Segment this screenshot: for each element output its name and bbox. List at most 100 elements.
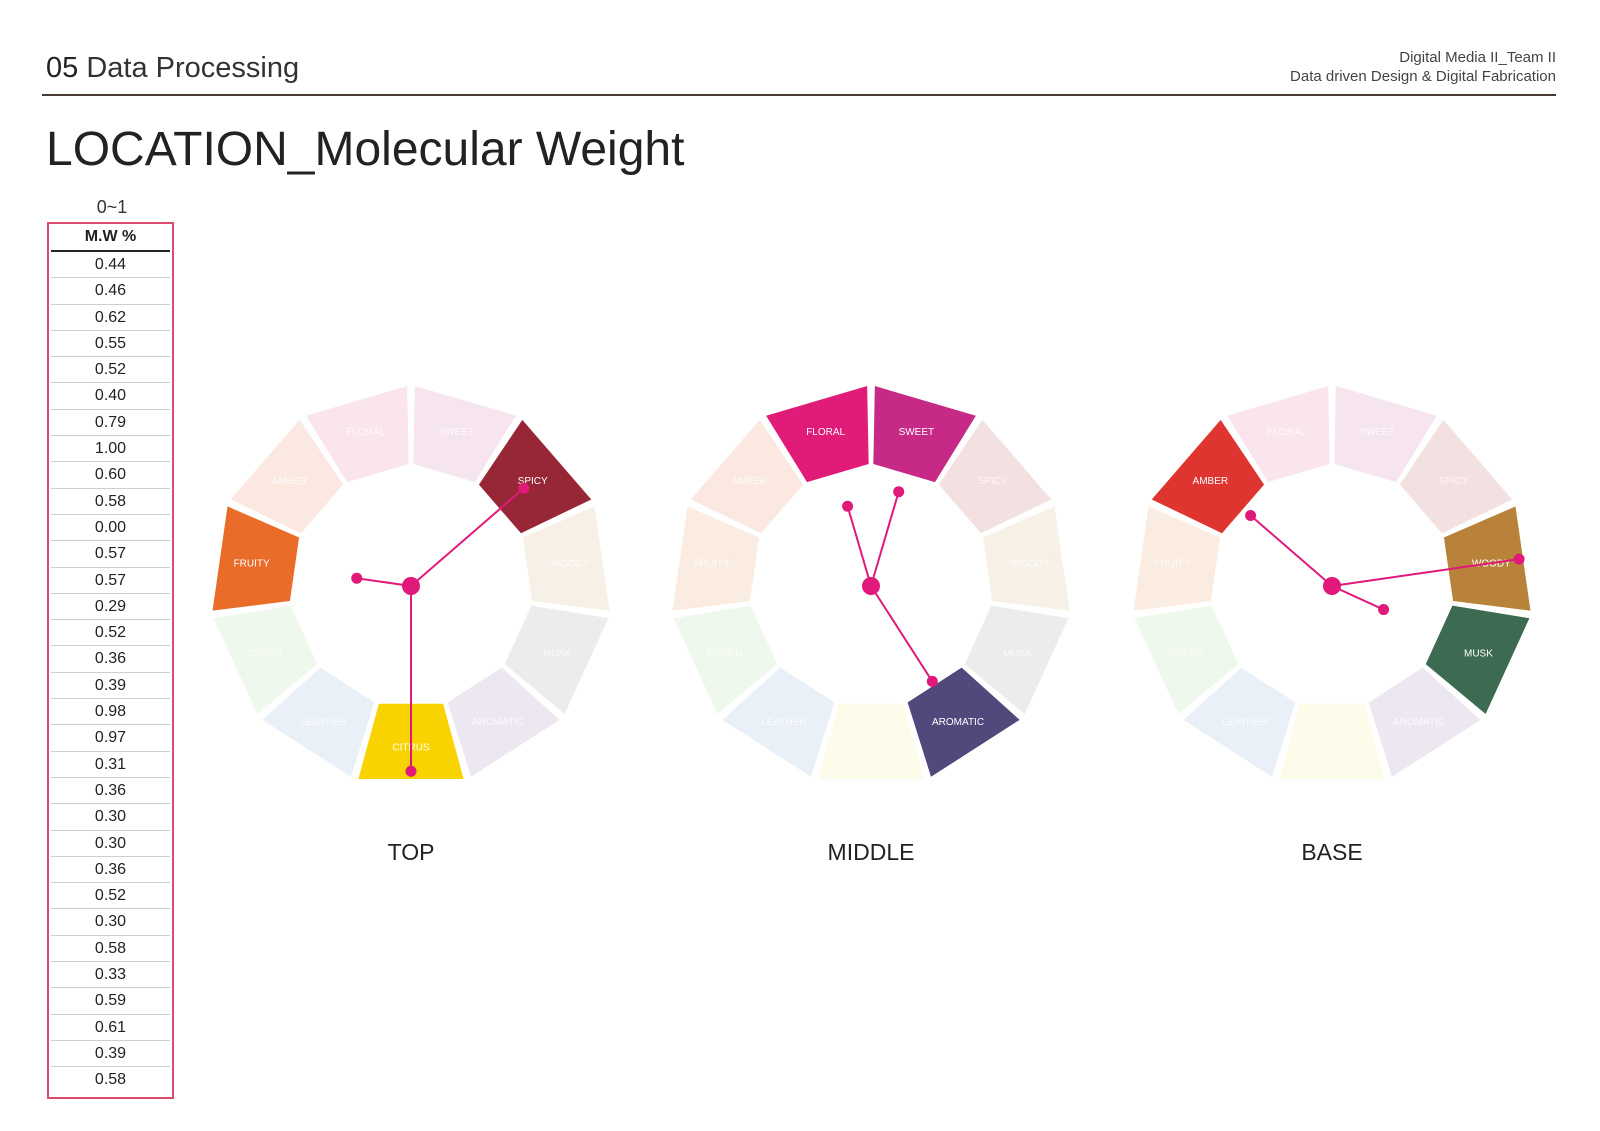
- spoke-woody: [1331, 558, 1520, 587]
- segment-label-woody: WOODY: [1011, 559, 1050, 570]
- table-row: 0.79: [51, 410, 170, 437]
- range-label: 0~1: [96, 197, 128, 217]
- page-title: LOCATION_Molecular Weight: [46, 123, 685, 176]
- spoke-spicy: [410, 487, 525, 587]
- table-row: 0.60: [51, 462, 170, 489]
- segment-label-woody: WOODY: [551, 559, 590, 570]
- segment-green: [673, 605, 778, 715]
- segment-woody: [982, 506, 1070, 611]
- segment-green: [213, 605, 318, 715]
- table-row: 0.57: [51, 541, 170, 568]
- segment-label-floral: FLORAL: [346, 427, 385, 438]
- spoke-fruity: [356, 577, 412, 587]
- section-number: 05: [46, 52, 79, 84]
- segment-fruity: [212, 506, 300, 611]
- segment-fruity: [672, 506, 760, 611]
- segment-label-leather: LEATHER: [301, 717, 346, 728]
- segment-musk: [504, 605, 609, 715]
- table-row: 0.33: [51, 962, 170, 989]
- segment-label-sweet: SWEET: [439, 427, 475, 438]
- segment-amber: [230, 419, 344, 534]
- segment-label-aromatic: AROMATIC: [1393, 717, 1445, 728]
- team-line-2: Data driven Design & Digital Fabrication: [1290, 68, 1556, 85]
- segment-amber: [1151, 419, 1265, 534]
- table-row: 0.97: [51, 725, 170, 752]
- segment-spicy: [1399, 419, 1513, 534]
- segment-label-citrus: CITRUS: [852, 743, 890, 754]
- segment-label-floral: FLORAL: [1267, 427, 1306, 438]
- segment-label-fruity: FRUITY: [1155, 559, 1191, 570]
- segment-sweet: [413, 386, 516, 483]
- wheel-label: BASE: [1301, 839, 1362, 865]
- team-line-1: Digital Media II_Team II: [1399, 49, 1556, 66]
- section-name: Data Processing: [86, 52, 300, 84]
- segment-label-green: GREEN: [707, 648, 743, 659]
- center-dot: [1323, 577, 1341, 595]
- segment-fruity: [1133, 506, 1221, 611]
- segment-leather: [262, 667, 375, 777]
- table-row: 0.52: [51, 620, 170, 647]
- section-title: 05 Data Processing: [46, 52, 299, 85]
- segment-label-green: GREEN: [247, 648, 283, 659]
- segment-label-floral: FLORAL: [806, 427, 845, 438]
- table-row: 0.30: [51, 831, 170, 857]
- table-row: 0.36: [51, 778, 170, 805]
- segment-label-fruity: FRUITY: [694, 559, 730, 570]
- spoke-dot-citrus: [405, 765, 417, 777]
- table-row: 0.52: [51, 357, 170, 384]
- segment-leather: [1183, 667, 1296, 777]
- segment-label-spicy: SPICY: [1439, 476, 1469, 487]
- segment-label-sweet: SWEET: [1360, 427, 1396, 438]
- segment-label-woody: WOODY: [1472, 559, 1511, 570]
- wheel-base: FLORAL SWEET SPICY WOODY MUSK AROMATIC CITRUS L…: [1133, 386, 1531, 865]
- segment-spicy: [478, 419, 592, 534]
- table-header: M.W %: [51, 224, 170, 252]
- segment-label-citrus: CITRUS: [1313, 743, 1351, 754]
- spoke-aromatic: [870, 585, 934, 682]
- segment-green: [1134, 605, 1239, 715]
- segment-musk: [964, 605, 1069, 715]
- segment-citrus: [1279, 703, 1385, 779]
- segment-label-leather: LEATHER: [1222, 717, 1267, 728]
- table-row: 0.00: [51, 515, 170, 542]
- segment-aromatic: [447, 667, 560, 777]
- spoke-dot-aromatic: [926, 675, 938, 687]
- segment-label-spicy: SPICY: [518, 476, 548, 487]
- table-row: 0.46: [51, 278, 170, 305]
- segment-label-aromatic: AROMATIC: [472, 717, 524, 728]
- segment-label-fruity: FRUITY: [234, 559, 270, 570]
- spoke-dot-fruity: [351, 572, 363, 584]
- segment-aromatic: [1368, 667, 1481, 777]
- molecular-weight-table: M.W % 0.44 0.46 0.62 0.55 0.52 0.40 0.79 1.00 0.…: [47, 222, 174, 1099]
- spoke-dot-woody: [1513, 553, 1525, 565]
- segment-label-musk: MUSK: [1003, 648, 1032, 659]
- table-row: 0.39: [51, 673, 170, 700]
- center-dot: [862, 577, 880, 595]
- wheel-top: FLORALSWEETSPICYWOODYMUSKAROMATICCITRUSL…: [212, 386, 610, 865]
- segment-label-musk: MUSK: [543, 648, 572, 659]
- table-row: 0.30: [51, 804, 170, 831]
- segment-citrus: [818, 703, 924, 779]
- table-row: 0.62: [51, 305, 170, 331]
- segment-aromatic: [907, 667, 1020, 777]
- segment-label-amber: AMBER: [272, 476, 308, 487]
- segment-leather: [722, 667, 835, 777]
- table-row: 0.98: [51, 699, 170, 726]
- segment-label-green: GREEN: [1168, 648, 1204, 659]
- spoke-dot-sweet: [893, 486, 905, 498]
- table-row: 0.36: [51, 857, 170, 884]
- team-info: Digital Media II_Team II Data driven Des…: [1290, 48, 1556, 86]
- table-row: 0.61: [51, 1015, 170, 1041]
- spoke-musk: [1331, 585, 1384, 611]
- segment-amber: [690, 419, 804, 534]
- table-row: 0.55: [51, 331, 170, 358]
- table-row: 0.58: [94, 1071, 127, 1089]
- segment-floral: [306, 386, 409, 483]
- segment-sweet: [1334, 386, 1437, 483]
- header-divider: [42, 94, 1556, 96]
- page-header: 05 Data Processing Digital Media II_Team…: [42, 44, 1556, 96]
- spoke-dot-spicy: [518, 482, 530, 494]
- spoke-dot-amber: [1245, 509, 1257, 521]
- segment-label-amber: AMBER: [1193, 476, 1229, 487]
- wheel-label: MIDDLE: [828, 839, 915, 865]
